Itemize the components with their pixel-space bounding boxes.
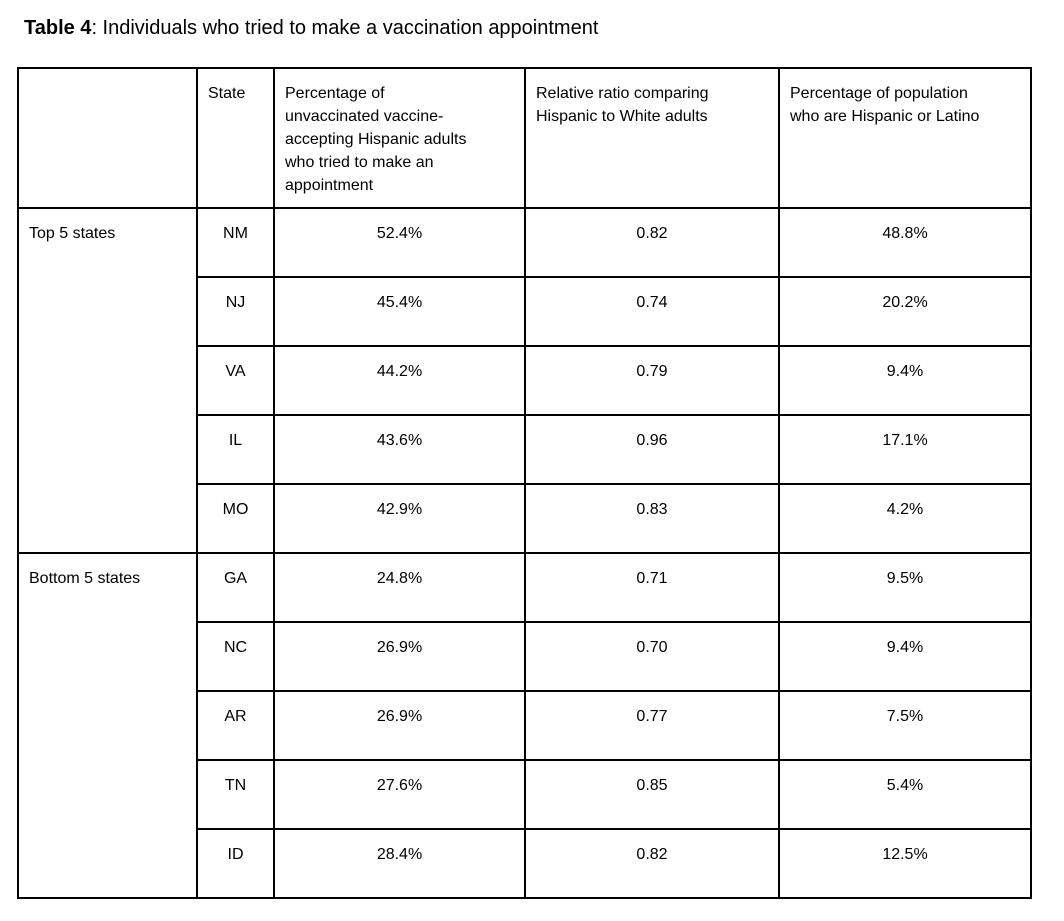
header-group [17, 66, 198, 210]
pct-tried-cell: 26.9% [273, 621, 526, 693]
state-cell: VA [196, 345, 275, 417]
table-row: AR 26.9% 0.77 7.5% [18, 690, 1032, 762]
table-row: VA 44.2% 0.79 9.4% [18, 345, 1032, 417]
pct-population-cell: 9.4% [778, 621, 1032, 693]
ratio-cell: 0.82 [524, 207, 780, 279]
table-row: IL 43.6% 0.96 17.1% [18, 414, 1032, 486]
table-caption-label: Table 4 [24, 17, 92, 39]
table-row: NC 26.9% 0.70 9.4% [18, 621, 1032, 693]
ratio-cell: 0.79 [524, 345, 780, 417]
ratio-cell: 0.96 [524, 414, 780, 486]
ratio-cell: 0.82 [524, 828, 780, 900]
pct-tried-cell: 26.9% [273, 690, 526, 762]
table-row: NJ 45.4% 0.74 20.2% [18, 276, 1032, 348]
pct-tried-cell: 28.4% [273, 828, 526, 900]
table-row: Top 5 states NM 52.4% 0.82 48.8% [17, 207, 1032, 555]
header-pct-population: Percentage of population who are Hispani… [778, 66, 1032, 210]
pct-tried-cell: 43.6% [273, 414, 526, 486]
pct-tried-cell: 42.9% [273, 483, 526, 555]
pct-population-cell: 5.4% [778, 759, 1032, 831]
pct-population-cell: 12.5% [778, 828, 1032, 900]
pct-tried-cell: 52.4% [273, 207, 526, 279]
table-row: Bottom 5 states GA 24.8% 0.71 9.5% [17, 552, 1032, 900]
state-cell: AR [196, 690, 275, 762]
ratio-cell: 0.77 [524, 690, 780, 762]
pct-tried-cell: 24.8% [273, 552, 526, 624]
table-caption: Table 4: Individuals who tried to make a… [24, 16, 1064, 40]
pct-population-cell: 9.5% [778, 552, 1032, 624]
pct-population-cell: 4.2% [778, 483, 1032, 555]
pct-population-cell: 7.5% [778, 690, 1032, 762]
pct-tried-cell: 45.4% [273, 276, 526, 348]
ratio-cell: 0.74 [524, 276, 780, 348]
pct-population-cell: 20.2% [778, 276, 1032, 348]
header-pct-tried: Percentage of unvaccinated vaccine- acce… [273, 66, 526, 210]
group-label-bottom5: Bottom 5 states [17, 552, 198, 900]
ratio-cell: 0.85 [524, 759, 780, 831]
state-cell: NM [196, 207, 275, 279]
table-row: TN 27.6% 0.85 5.4% [18, 759, 1032, 831]
pct-tried-cell: 27.6% [273, 759, 526, 831]
header-ratio: Relative ratio comparing Hispanic to Whi… [524, 66, 780, 210]
state-cell: IL [196, 414, 275, 486]
pct-population-cell: 48.8% [778, 207, 1032, 279]
table-caption-text: : Individuals who tried to make a vaccin… [91, 17, 599, 39]
ratio-cell: 0.70 [524, 621, 780, 693]
state-cell: NC [196, 621, 275, 693]
vaccination-appointment-table: State Percentage of unvaccinated vaccine… [17, 66, 1032, 900]
pct-population-cell: 17.1% [778, 414, 1032, 486]
ratio-cell: 0.83 [524, 483, 780, 555]
table-header-row: State Percentage of unvaccinated vaccine… [17, 66, 1032, 210]
table-row: MO 42.9% 0.83 4.2% [18, 483, 1032, 555]
ratio-cell: 0.71 [524, 552, 780, 624]
table-row: ID 28.4% 0.82 12.5% [18, 828, 1032, 900]
state-cell: GA [196, 552, 275, 624]
state-cell: TN [196, 759, 275, 831]
state-cell: MO [196, 483, 275, 555]
state-cell: NJ [196, 276, 275, 348]
group-label-top5: Top 5 states [17, 207, 198, 555]
pct-population-cell: 9.4% [778, 345, 1032, 417]
pct-tried-cell: 44.2% [273, 345, 526, 417]
state-cell: ID [196, 828, 275, 900]
header-state: State [196, 66, 275, 210]
